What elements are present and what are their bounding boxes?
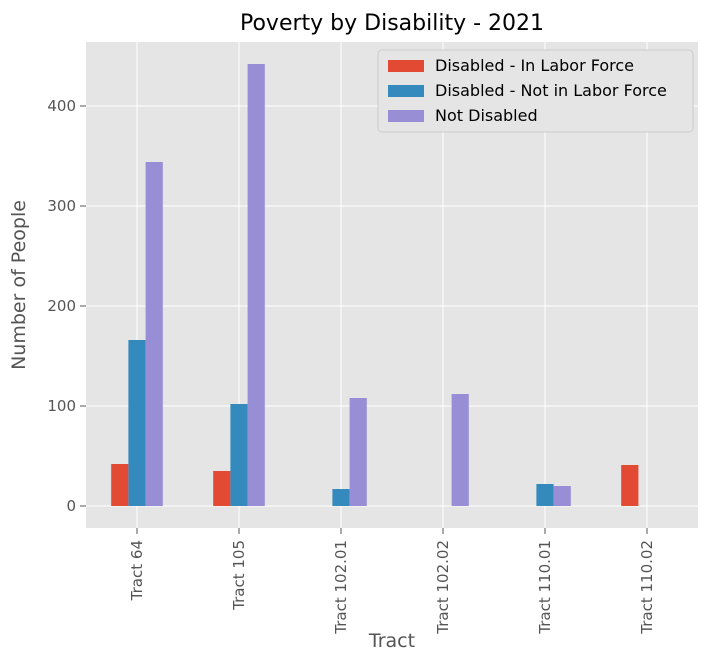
bar [621,465,639,506]
x-tick-label: Tract 110.02 [638,540,656,635]
y-tick-label: 0 [66,497,76,515]
y-tick-label: 300 [47,197,76,215]
legend: Disabled - In Labor Force Disabled - Not… [377,49,694,133]
bar [536,484,554,506]
bar [213,471,231,506]
x-tick-label: Tract 102.01 [332,540,350,635]
x-axis-label: Tract [368,630,415,652]
y-tick-label: 200 [47,297,76,315]
x-tick-label: Tract 64 [128,540,146,601]
legend-swatch-not-disabled [388,110,424,122]
bar [332,489,350,506]
x-axis-ticks: Tract 64 Tract 105 Tract 102.01 Tract 102.0… [128,528,656,635]
x-tick-label: Tract 102.02 [434,540,452,635]
legend-label-in-labor-force: Disabled - In Labor Force [435,56,634,75]
x-tick-label: Tract 105 [230,540,248,611]
legend-box [377,49,694,133]
bar [553,486,571,506]
y-tick-label: 100 [47,397,76,415]
bar [349,398,367,506]
bar [247,64,265,506]
bar [230,404,248,506]
bar [451,394,469,506]
legend-swatch-in-labor-force [388,60,424,72]
chart-title: Poverty by Disability - 2021 [240,11,544,36]
y-tick-label: 400 [47,97,76,115]
legend-label-not-in-labor-force: Disabled - Not in Labor Force [435,81,667,100]
bar [128,340,146,506]
y-axis-ticks: 0 100 200 300 400 [47,97,86,515]
legend-swatch-not-in-labor-force [388,85,424,97]
bar [145,162,163,506]
bar [111,464,129,506]
x-tick-label: Tract 110.01 [536,540,554,635]
y-axis-label: Number of People [8,200,30,370]
legend-label-not-disabled: Not Disabled [435,106,538,125]
bars [111,64,639,506]
